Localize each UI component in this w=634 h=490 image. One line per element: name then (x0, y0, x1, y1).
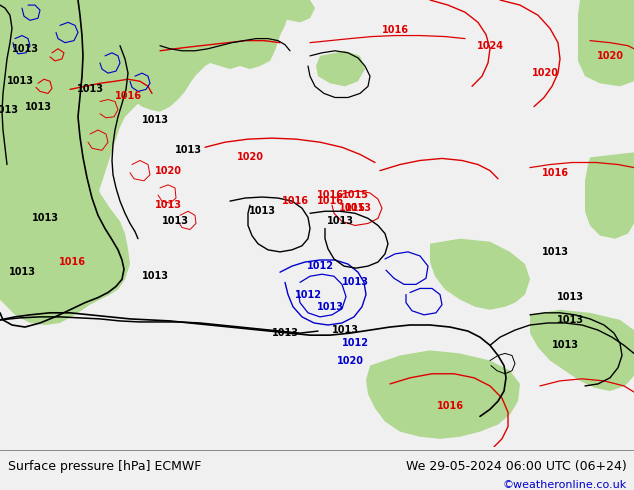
Text: ©weatheronline.co.uk: ©weatheronline.co.uk (502, 480, 626, 490)
Text: 1016: 1016 (316, 190, 344, 200)
Text: 1013: 1013 (11, 44, 39, 54)
Text: 1013: 1013 (25, 101, 51, 112)
Text: 1013: 1013 (557, 292, 583, 301)
Text: 1015: 1015 (342, 190, 368, 200)
Polygon shape (530, 310, 634, 391)
Text: 1013: 1013 (155, 200, 181, 210)
Text: 1013: 1013 (249, 206, 276, 216)
Text: 1012: 1012 (295, 290, 321, 299)
Polygon shape (585, 152, 634, 239)
Text: 1013: 1013 (541, 247, 569, 257)
Text: 1013: 1013 (141, 271, 169, 281)
Text: 1013: 1013 (344, 203, 372, 213)
Text: 1013: 1013 (174, 146, 202, 155)
Text: 1016: 1016 (115, 92, 141, 101)
Text: 1016: 1016 (541, 168, 569, 178)
Text: 1020: 1020 (236, 152, 264, 162)
Text: 1016: 1016 (58, 257, 86, 267)
Polygon shape (316, 51, 365, 86)
Text: 1016: 1016 (316, 196, 344, 206)
Text: 1013: 1013 (32, 213, 58, 223)
Text: 1013: 1013 (552, 341, 578, 350)
Polygon shape (430, 239, 530, 310)
Polygon shape (366, 350, 520, 439)
Text: 1013: 1013 (0, 105, 18, 115)
Text: 1013: 1013 (557, 315, 583, 325)
Polygon shape (0, 0, 290, 272)
Polygon shape (118, 0, 315, 112)
Text: 1016: 1016 (436, 401, 463, 411)
Text: 1012: 1012 (306, 261, 333, 271)
Text: 1016: 1016 (382, 25, 408, 35)
Text: 1016: 1016 (281, 196, 309, 206)
Text: 1013: 1013 (162, 217, 188, 226)
Text: 1013: 1013 (6, 76, 34, 86)
Text: 1013: 1013 (327, 217, 354, 226)
Text: 1013: 1013 (342, 277, 368, 287)
Text: 1013: 1013 (141, 115, 169, 125)
Text: 1024: 1024 (477, 41, 503, 50)
Polygon shape (578, 0, 634, 86)
Text: 1020: 1020 (337, 356, 363, 366)
Text: 1020: 1020 (531, 68, 559, 78)
Text: 1013: 1013 (77, 84, 103, 95)
Text: 1013: 1013 (8, 267, 36, 277)
Text: 1013: 1013 (316, 302, 344, 312)
Polygon shape (0, 0, 130, 325)
Text: Surface pressure [hPa] ECMWF: Surface pressure [hPa] ECMWF (8, 460, 201, 473)
Polygon shape (0, 0, 20, 269)
Text: 1020: 1020 (597, 51, 623, 61)
Text: 1012: 1012 (342, 338, 368, 348)
Text: We 29-05-2024 06:00 UTC (06+24): We 29-05-2024 06:00 UTC (06+24) (406, 460, 626, 473)
Text: 1020: 1020 (155, 166, 181, 175)
Text: 1015: 1015 (339, 203, 365, 213)
Text: 1013: 1013 (332, 325, 358, 335)
Text: 1013: 1013 (271, 328, 299, 338)
